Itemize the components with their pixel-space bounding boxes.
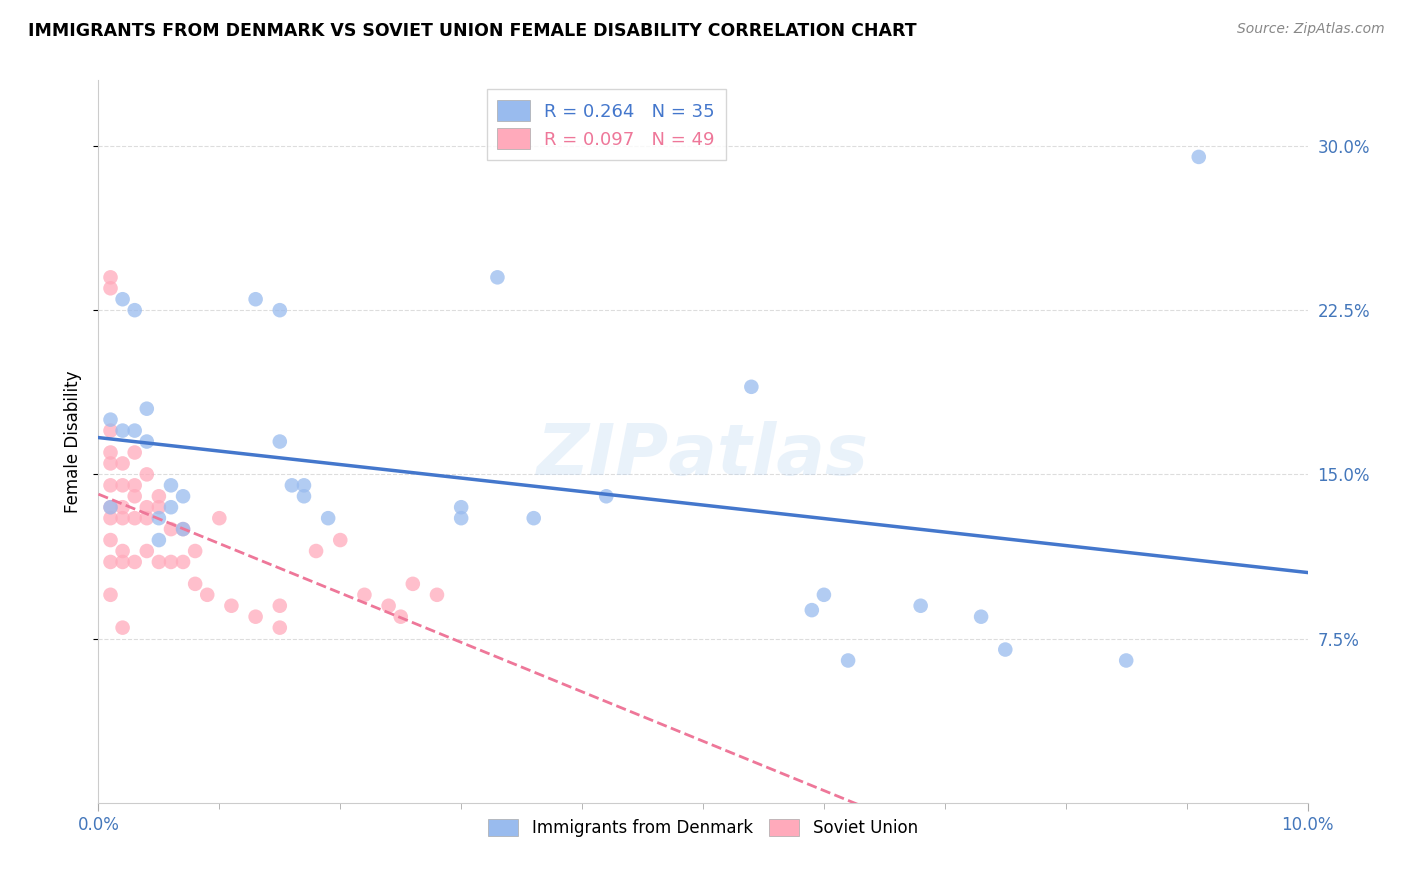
Point	[269, 599, 291, 613]
Point	[100, 457, 122, 471]
Point	[292, 489, 315, 503]
Point	[269, 303, 291, 318]
Point	[970, 609, 993, 624]
Point	[426, 588, 449, 602]
Point	[595, 489, 617, 503]
Y-axis label: Female Disability: Female Disability	[65, 370, 83, 513]
Point	[208, 511, 231, 525]
Point	[172, 489, 194, 503]
Point	[111, 292, 134, 306]
Point	[160, 555, 183, 569]
Point	[1115, 653, 1137, 667]
Point	[135, 401, 157, 416]
Point	[124, 303, 146, 318]
Point	[111, 424, 134, 438]
Point	[100, 445, 122, 459]
Point	[135, 500, 157, 515]
Point	[111, 500, 134, 515]
Point	[269, 621, 291, 635]
Point	[124, 489, 146, 503]
Point	[100, 270, 122, 285]
Point	[1188, 150, 1211, 164]
Point	[111, 511, 134, 525]
Point	[305, 544, 328, 558]
Point	[292, 478, 315, 492]
Text: ZIP​atlas: ZIP​atlas	[537, 422, 869, 491]
Point	[994, 642, 1017, 657]
Point	[160, 478, 183, 492]
Point	[111, 621, 134, 635]
Point	[100, 500, 122, 515]
Point	[111, 478, 134, 492]
Point	[813, 588, 835, 602]
Point	[329, 533, 352, 547]
Point	[450, 500, 472, 515]
Point	[111, 457, 134, 471]
Point	[172, 555, 194, 569]
Point	[221, 599, 243, 613]
Point	[377, 599, 399, 613]
Point	[100, 478, 122, 492]
Point	[124, 445, 146, 459]
Point	[172, 522, 194, 536]
Point	[486, 270, 509, 285]
Point	[111, 555, 134, 569]
Point	[800, 603, 823, 617]
Point	[184, 544, 207, 558]
Point	[316, 511, 339, 525]
Point	[135, 467, 157, 482]
Point	[160, 522, 183, 536]
Point	[148, 555, 170, 569]
Point	[100, 533, 122, 547]
Point	[100, 511, 122, 525]
Point	[389, 609, 412, 624]
Point	[353, 588, 375, 602]
Point	[124, 511, 146, 525]
Point	[124, 478, 146, 492]
Point	[124, 555, 146, 569]
Point	[740, 380, 762, 394]
Point	[100, 412, 122, 426]
Point	[135, 544, 157, 558]
Point	[837, 653, 859, 667]
Point	[160, 500, 183, 515]
Point	[148, 500, 170, 515]
Point	[450, 511, 472, 525]
Point	[148, 489, 170, 503]
Point	[195, 588, 218, 602]
Point	[100, 424, 122, 438]
Point	[281, 478, 304, 492]
Point	[135, 511, 157, 525]
Point	[100, 500, 122, 515]
Point	[523, 511, 546, 525]
Point	[124, 424, 146, 438]
Point	[172, 522, 194, 536]
Point	[111, 544, 134, 558]
Point	[135, 434, 157, 449]
Point	[184, 577, 207, 591]
Point	[245, 292, 267, 306]
Point	[148, 511, 170, 525]
Point	[402, 577, 425, 591]
Text: Source: ZipAtlas.com: Source: ZipAtlas.com	[1237, 22, 1385, 37]
Point	[245, 609, 267, 624]
Text: IMMIGRANTS FROM DENMARK VS SOVIET UNION FEMALE DISABILITY CORRELATION CHART: IMMIGRANTS FROM DENMARK VS SOVIET UNION …	[28, 22, 917, 40]
Point	[269, 434, 291, 449]
Point	[910, 599, 932, 613]
Point	[148, 533, 170, 547]
Legend: Immigrants from Denmark, Soviet Union: Immigrants from Denmark, Soviet Union	[479, 810, 927, 845]
Point	[100, 281, 122, 295]
Point	[100, 588, 122, 602]
Point	[100, 555, 122, 569]
